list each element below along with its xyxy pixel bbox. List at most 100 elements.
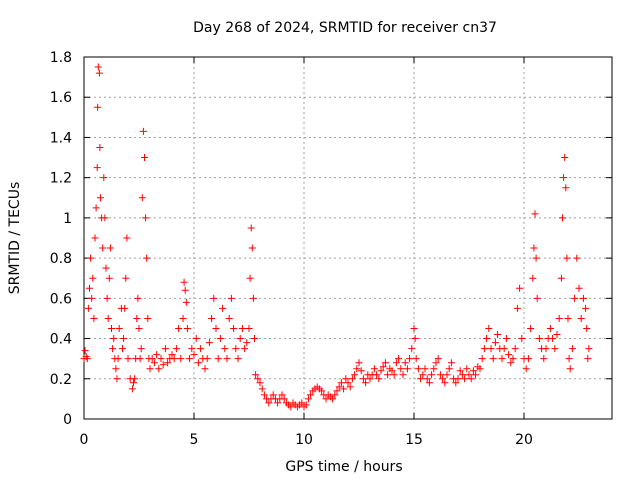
data-point xyxy=(247,224,255,232)
data-point xyxy=(498,355,506,363)
data-point xyxy=(208,314,216,322)
data-point xyxy=(260,391,268,399)
data-point xyxy=(110,335,118,343)
data-point xyxy=(346,383,354,391)
data-point xyxy=(251,335,258,343)
y-tick-label: 0.8 xyxy=(50,251,72,267)
data-point xyxy=(164,359,172,367)
data-point xyxy=(571,294,579,302)
data-point xyxy=(549,335,557,343)
data-point xyxy=(489,355,497,363)
data-point xyxy=(88,294,96,302)
data-point xyxy=(153,351,161,359)
data-point xyxy=(322,395,330,403)
data-point xyxy=(179,314,187,322)
data-point xyxy=(562,184,570,192)
data-point xyxy=(529,274,537,282)
x-tick-label: 0 xyxy=(80,432,89,448)
data-point xyxy=(150,359,158,367)
y-tick-label: 1.4 xyxy=(50,130,72,146)
data-point xyxy=(104,314,112,322)
data-point xyxy=(258,385,266,393)
data-point xyxy=(304,395,312,403)
y-axis-label: SRMTID / TECUs xyxy=(7,182,23,295)
data-point xyxy=(494,331,502,339)
data-point xyxy=(557,274,565,282)
data-point xyxy=(183,325,191,332)
data-point xyxy=(408,345,416,353)
data-point xyxy=(119,345,126,353)
data-point xyxy=(181,286,189,294)
data-point xyxy=(302,401,310,409)
data-point xyxy=(540,355,548,363)
data-point xyxy=(254,375,262,383)
y-tick-label: 1 xyxy=(63,211,72,227)
data-point xyxy=(192,335,200,343)
data-point xyxy=(333,387,341,395)
data-point xyxy=(487,345,495,353)
data-point xyxy=(483,335,491,343)
data-point xyxy=(256,379,264,387)
data-point xyxy=(575,284,583,292)
data-point xyxy=(108,325,115,332)
data-point xyxy=(351,371,359,379)
data-point xyxy=(577,314,585,322)
data-point xyxy=(212,325,220,332)
data-point xyxy=(411,335,419,343)
data-point xyxy=(201,365,209,373)
data-point xyxy=(95,69,103,77)
x-tick-label: 15 xyxy=(405,432,423,448)
data-point xyxy=(553,331,561,339)
data-point xyxy=(348,375,356,383)
data-point xyxy=(414,365,422,373)
data-point xyxy=(92,204,100,212)
data-point xyxy=(524,355,532,363)
data-point xyxy=(265,399,273,407)
x-tick-label: 5 xyxy=(190,432,199,448)
data-point xyxy=(344,379,352,387)
data-point xyxy=(155,365,163,373)
data-point xyxy=(238,325,246,332)
data-point xyxy=(522,365,530,373)
data-point xyxy=(307,391,315,399)
data-point xyxy=(530,244,538,252)
data-point xyxy=(452,379,460,387)
data-point xyxy=(390,371,398,379)
data-point xyxy=(148,355,156,363)
data-point xyxy=(331,391,339,399)
data-point xyxy=(115,325,123,332)
data-point xyxy=(443,371,451,379)
data-point xyxy=(177,355,185,363)
data-point xyxy=(582,304,590,312)
data-point xyxy=(478,355,486,363)
data-point xyxy=(434,355,442,363)
data-point xyxy=(518,335,526,343)
data-point xyxy=(559,214,566,222)
data-point xyxy=(157,355,165,363)
data-point xyxy=(227,294,235,302)
y-tick-label: 1.2 xyxy=(50,171,72,187)
data-point xyxy=(246,274,254,282)
data-point xyxy=(406,355,414,363)
data-point xyxy=(432,359,440,367)
data-point xyxy=(507,359,515,367)
data-point xyxy=(113,375,121,383)
data-point xyxy=(546,325,554,332)
data-point xyxy=(516,284,524,292)
data-point xyxy=(123,234,131,242)
data-point xyxy=(94,63,102,71)
data-point xyxy=(511,345,519,353)
y-tick-label: 0 xyxy=(63,412,72,428)
data-point xyxy=(138,194,146,202)
data-point xyxy=(568,345,576,353)
data-point xyxy=(441,379,449,387)
data-point xyxy=(93,164,101,172)
data-point xyxy=(142,214,150,222)
chart-title: Day 268 of 2024, SRMTID for receiver cn3… xyxy=(193,20,497,36)
data-point xyxy=(109,345,117,353)
data-point xyxy=(551,345,559,353)
data-point xyxy=(146,365,154,373)
data-point xyxy=(583,325,591,332)
data-point xyxy=(397,365,405,373)
data-point xyxy=(463,365,471,373)
